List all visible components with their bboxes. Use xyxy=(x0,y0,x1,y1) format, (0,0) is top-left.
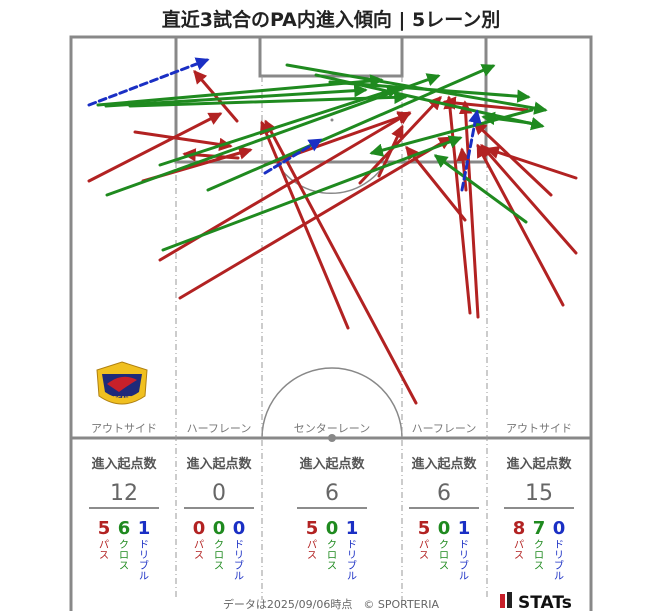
cross-count: 0 xyxy=(326,518,339,539)
pass-arrow-18 xyxy=(358,96,442,185)
dribble-count: 1 xyxy=(138,518,151,539)
arrows-layer xyxy=(87,57,578,405)
cross-count: 6 xyxy=(118,518,131,539)
team-crest-icon: VEGALTA xyxy=(96,361,148,405)
entry-count-total: 6 xyxy=(437,481,451,506)
cross-arrow-9 xyxy=(433,154,528,224)
pass-arrow-7 xyxy=(264,119,418,405)
lane-stats: 進入起点数125パス6クロス1ドリブル進入起点数00パス0クロス0ドリブル進入起… xyxy=(89,456,574,583)
cross-arrow-5 xyxy=(158,84,401,167)
entry-count-total: 0 xyxy=(212,481,226,506)
stats-logo-icon xyxy=(500,594,505,608)
stats-brand-logo: STATs xyxy=(500,592,572,611)
dribble-label: ドリブル xyxy=(554,540,564,583)
dribble-arrow-2 xyxy=(263,138,323,175)
lane-label-halflane-left: ハーフレーン xyxy=(187,422,252,435)
pass-arrow-8 xyxy=(178,136,453,300)
penalty-spot xyxy=(330,118,334,122)
entry-count-total: 12 xyxy=(110,481,138,506)
footer-note: データは2025/09/06時点 © SPORTERIA xyxy=(223,597,440,611)
cross-arrow-4 xyxy=(128,90,408,108)
center-spot xyxy=(328,434,336,442)
dribble-count: 0 xyxy=(553,518,566,539)
pass-label: パス xyxy=(99,539,109,562)
cross-arrow-12 xyxy=(481,111,532,126)
lane-label-halflane-right: ハーフレーン xyxy=(412,422,477,435)
pass-arrow-21 xyxy=(456,147,470,192)
goal-area xyxy=(258,35,404,78)
pass-arrow-14 xyxy=(405,145,467,222)
entry-count-header: 進入起点数 xyxy=(506,456,572,472)
pass-arrow-13 xyxy=(480,143,578,255)
pass-label: パス xyxy=(419,539,429,562)
dribble-count: 1 xyxy=(458,518,471,539)
pass-arrow-9 xyxy=(476,143,565,307)
cross-arrow-13 xyxy=(369,108,534,157)
pass-arrow-15 xyxy=(443,95,472,315)
pass-count: 5 xyxy=(306,518,319,539)
dribble-label: ドリブル xyxy=(459,540,469,583)
pass-arrow-12 xyxy=(458,100,480,319)
pass-arrow-10 xyxy=(485,145,578,180)
cross-arrow-3 xyxy=(96,74,384,107)
cross-count: 0 xyxy=(438,518,451,539)
pass-arrow-16 xyxy=(193,69,239,123)
pass-arrow-3 xyxy=(133,130,233,152)
pass-arrow-1 xyxy=(87,112,223,183)
pass-arrow-5 xyxy=(263,111,412,167)
penalty-arc xyxy=(275,161,387,195)
center-circle xyxy=(261,367,403,439)
dribble-arrow-1 xyxy=(87,57,210,107)
entry-count-total: 15 xyxy=(525,481,553,506)
team-crest-text: VEGALTA xyxy=(110,396,135,402)
entry-count-header: 進入起点数 xyxy=(299,456,365,472)
cross-label: クロス xyxy=(327,539,337,572)
entry-count-header: 進入起点数 xyxy=(411,456,477,472)
pass-label: パス xyxy=(194,539,204,562)
cross-label: クロス xyxy=(439,539,449,572)
chart-title: 直近3試合のPA内進入傾向 | 5レーン別 xyxy=(162,8,501,31)
pass-count: 8 xyxy=(513,518,526,539)
cross-count: 7 xyxy=(533,518,546,539)
lane-label-outside-left: アウトサイド xyxy=(91,422,157,435)
dribble-label: ドリブル xyxy=(234,540,244,583)
dribble-arrow-3 xyxy=(460,109,482,192)
cross-arrow-10 xyxy=(105,73,441,197)
pass-count: 0 xyxy=(193,518,206,539)
pass-count: 5 xyxy=(418,518,431,539)
dribble-label: ドリブル xyxy=(139,540,149,583)
dribble-count: 1 xyxy=(346,518,359,539)
pass-label: パス xyxy=(307,539,317,562)
cross-label: クロス xyxy=(119,539,129,572)
lane-label-outside-right: アウトサイド xyxy=(506,422,572,435)
pass-arrow-17 xyxy=(442,96,529,112)
lane-label-center: センターレーン xyxy=(294,422,370,435)
dribble-count: 0 xyxy=(233,518,246,539)
cross-label: クロス xyxy=(214,539,224,572)
pass-arrow-11 xyxy=(473,121,553,197)
entry-count-header: 進入起点数 xyxy=(91,456,157,472)
lane-dividers xyxy=(175,76,488,600)
stats-brand-text: STATs xyxy=(518,593,572,611)
entry-count-header: 進入起点数 xyxy=(186,456,252,472)
entry-count-total: 6 xyxy=(325,481,339,506)
cross-count: 0 xyxy=(213,518,226,539)
lane-labels: アウトサイド ハーフレーン センターレーン ハーフレーン アウトサイド xyxy=(91,422,572,435)
pass-label: パス xyxy=(514,539,524,562)
cross-arrow-1 xyxy=(161,135,463,252)
cross-arrow-8 xyxy=(328,80,531,103)
cross-arrow-11 xyxy=(206,64,496,192)
dribble-label: ドリブル xyxy=(347,540,357,583)
cross-label: クロス xyxy=(534,539,544,572)
pass-count: 5 xyxy=(98,518,111,539)
cross-arrow-2 xyxy=(104,83,368,108)
